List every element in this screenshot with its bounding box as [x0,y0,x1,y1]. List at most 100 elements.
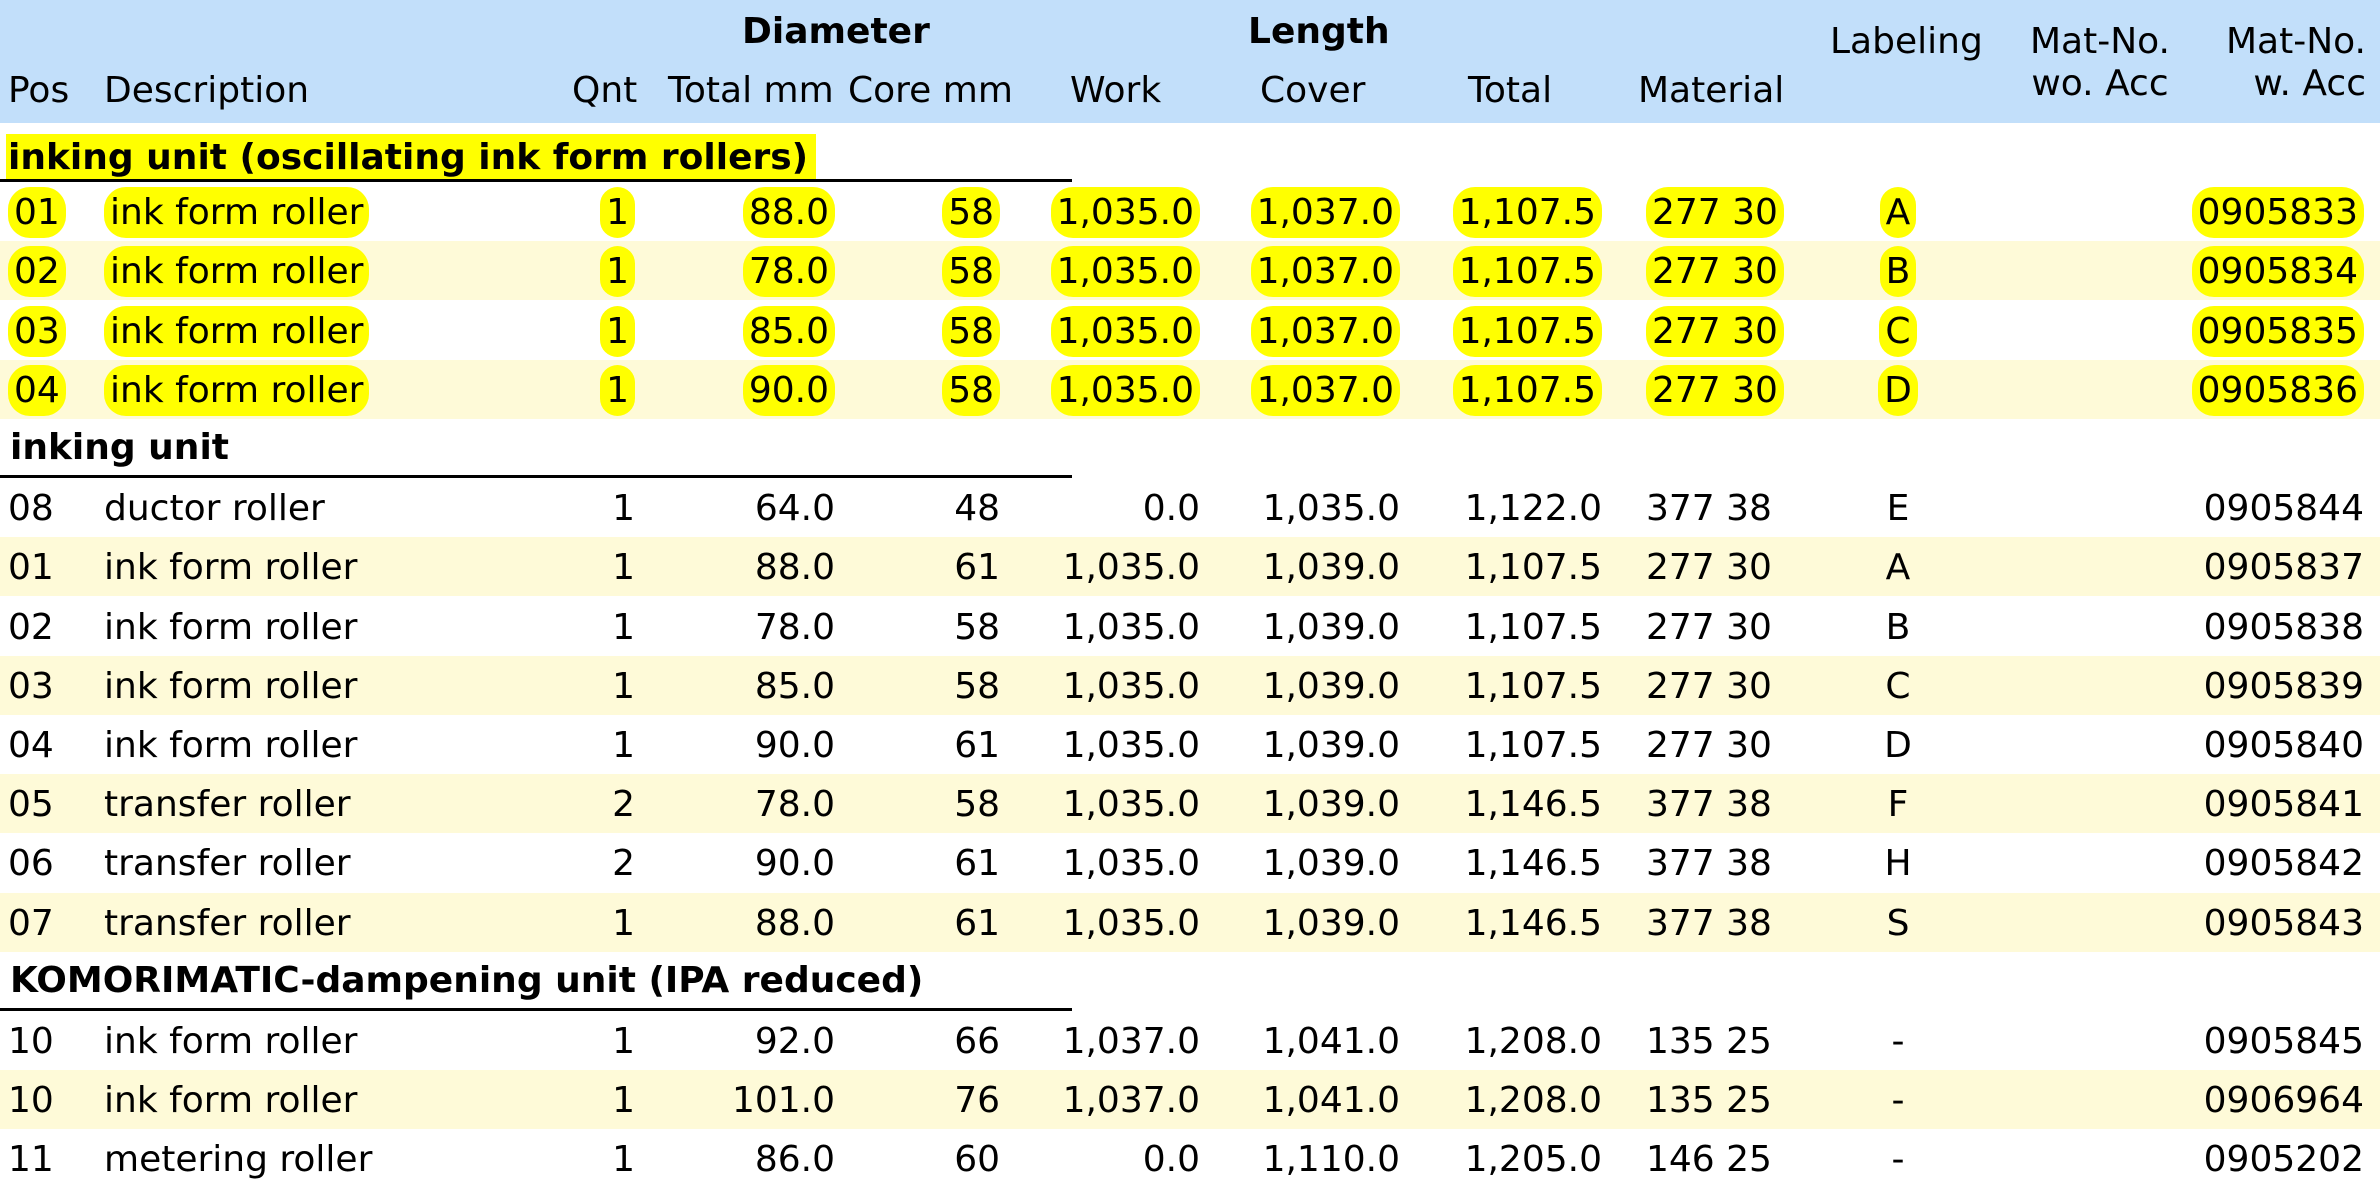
cell-qnt: 1 [600,187,635,239]
cell-value: 1,205.0 [1464,1139,1602,1181]
cell-qnt: 1 [612,728,635,764]
cell-work: 1,035.0 [1050,246,1200,298]
cell-cover: 1,039.0 [1263,905,1400,942]
cell-material: 377 38 [1646,491,1772,527]
cell-value: 1,107.5 [1452,305,1602,357]
cell-material: 277 30 [1646,606,1772,648]
cell-work: 1,035.0 [1050,364,1200,416]
cell-value: 76 [954,1080,1000,1122]
cell-value: 1,037.0 [1250,364,1400,416]
cell-value: 03 [8,305,66,357]
header-total-mm: Total mm [668,70,834,111]
cell-value: 88.0 [754,547,835,589]
cell-value: 1,041.0 [1262,1080,1400,1122]
cell-value: 1 [612,1080,635,1122]
cell-value: 1,122.0 [1464,488,1602,530]
cell-core-mm: 48 [954,491,1000,527]
cell-value: B [1879,246,1917,298]
cell-material: 277 30 [1646,550,1772,586]
cell-value: ink form roller [104,305,370,357]
cell-value: 0905836 [2191,364,2364,416]
cell-cover: 1,039.0 [1262,665,1400,707]
cell-labeling: H [1838,846,1958,882]
cell-value: ink form roller [104,246,370,298]
cell-value: 1 [600,364,635,416]
cell-value: 92.0 [754,1021,835,1062]
cell-cover: 1,039.0 [1263,728,1400,764]
cell-value: 1,107.5 [1452,187,1602,239]
header-mat-no-w-acc-line1: Mat-No. [2226,21,2366,62]
cell-value: 88.0 [742,187,835,239]
cell-material: 277 30 [1646,728,1772,764]
cell-work: 1,035.0 [1062,606,1200,648]
cell-value: 277 30 [1646,246,1784,298]
cell-value: metering roller [104,1139,373,1181]
cell-description: ink form roller [104,1024,357,1060]
cell-labeling: A [1838,187,1958,239]
cell-value: D [1878,364,1918,416]
cell-cover: 1,041.0 [1263,1024,1400,1060]
cell-value: 277 30 [1646,606,1772,648]
cell-total: 1,107.5 [1452,187,1602,239]
cell-value: 78.0 [742,246,835,298]
cell-mat-no-w-acc: 0905837 [2204,550,2364,586]
cell-value: H [1884,843,1912,885]
cell-value: 1,035.0 [1050,364,1200,416]
cell-value: 1 [612,1021,635,1062]
cell-value: 0.0 [1142,488,1200,530]
cell-value: 1,039.0 [1262,665,1400,707]
cell-value: 0905837 [2203,547,2364,589]
cell-value: 277 30 [1646,305,1784,357]
cell-core-mm: 58 [942,305,1000,357]
cell-mat-no-w-acc: 0905845 [2204,1024,2364,1060]
cell-pos: 08 [8,491,54,527]
cell-value: 1,208.0 [1464,1080,1602,1122]
cell-value: - [1891,1080,1905,1122]
cell-pos: 02 [8,609,54,646]
cell-total: 1,146.5 [1465,905,1602,942]
cell-cover: 1,037.0 [1250,246,1400,298]
cell-value: 66 [954,1021,1000,1062]
cell-value: 1,107.5 [1464,725,1602,766]
cell-value: 1,035.0 [1062,902,1200,944]
cell-total-mm: 78.0 [742,246,835,298]
cell-value: ink form roller [104,1080,358,1122]
cell-value: 0905843 [2203,902,2364,944]
cell-work: 1,037.0 [1063,1083,1200,1119]
cell-labeling: C [1838,668,1958,705]
cell-labeling: - [1838,1083,1958,1119]
cell-value: 1,035.0 [1062,843,1200,885]
cell-value: 0905842 [2203,843,2364,885]
cell-total-mm: 90.0 [742,364,835,416]
cell-core-mm: 66 [954,1024,1000,1060]
cell-value: 07 [8,902,54,944]
cell-value: 78.0 [754,606,835,648]
cell-value: 277 30 [1646,547,1772,589]
cell-work: 1,035.0 [1063,550,1200,586]
cell-pos: 02 [8,246,66,298]
cell-work: 0.0 [1143,1142,1200,1178]
cell-value: 135 25 [1646,1021,1772,1062]
cell-qnt: 1 [612,905,635,942]
cell-value: 61 [954,902,1000,944]
cell-value: 78.0 [754,784,835,826]
cell-value: ink form roller [104,547,358,589]
row-band [0,537,2380,597]
cell-core-mm: 76 [954,1083,1000,1119]
cell-material: 377 38 [1646,905,1772,942]
cell-total: 1,107.5 [1465,668,1602,705]
cell-total: 1,107.5 [1452,246,1602,298]
header-mat-no-wo-acc-line2: wo. Acc [2031,63,2169,104]
cell-total-mm: 88.0 [755,550,835,586]
cell-core-mm: 61 [954,846,1000,882]
cell-value: 10 [8,1080,54,1122]
cell-value: 1,035.0 [1062,606,1200,648]
cell-value: 1 [600,187,635,239]
cell-value: 0905835 [2191,305,2364,357]
header-work: Work [1070,70,1162,111]
cell-mat-no-w-acc: 0905835 [2191,305,2364,357]
cell-value: 61 [954,843,1000,885]
cell-total-mm: 88.0 [742,187,835,239]
cell-value: 06 [8,843,54,885]
cell-total: 1,205.0 [1465,1142,1602,1178]
